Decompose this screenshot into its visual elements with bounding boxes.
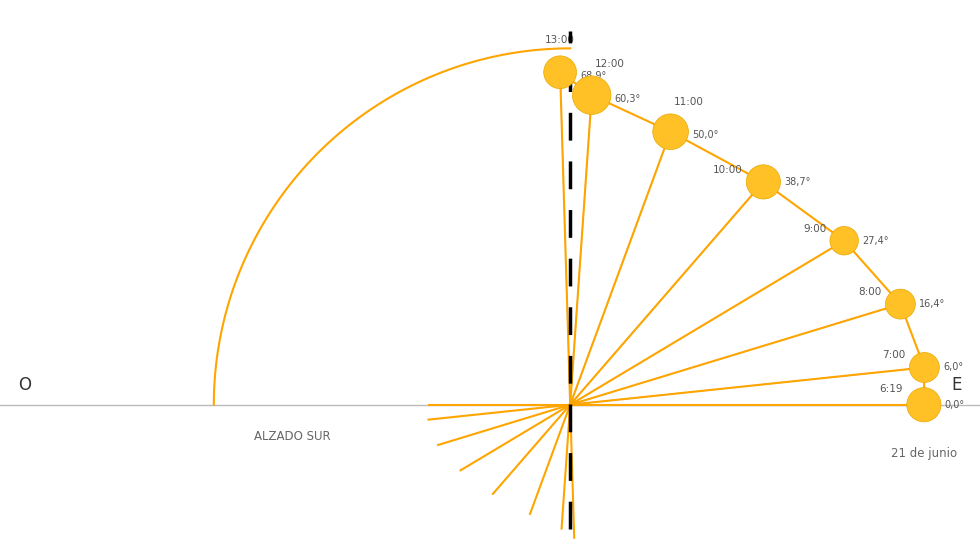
- Circle shape: [906, 388, 941, 422]
- Text: 7:00: 7:00: [883, 351, 906, 360]
- Circle shape: [830, 226, 858, 255]
- Circle shape: [747, 165, 780, 199]
- Text: 16,4°: 16,4°: [919, 299, 945, 309]
- Circle shape: [544, 56, 576, 88]
- Text: 11:00: 11:00: [674, 97, 704, 107]
- Text: 8:00: 8:00: [858, 287, 882, 297]
- Circle shape: [909, 352, 940, 382]
- Text: O: O: [18, 376, 30, 394]
- Text: 13:00: 13:00: [545, 35, 575, 45]
- Text: 6:19: 6:19: [880, 384, 904, 394]
- Text: 10:00: 10:00: [713, 165, 743, 175]
- Circle shape: [572, 76, 611, 114]
- Text: 6,0°: 6,0°: [943, 362, 963, 372]
- Text: 9:00: 9:00: [804, 223, 826, 234]
- Text: 27,4°: 27,4°: [862, 236, 889, 246]
- Text: 21 de junio: 21 de junio: [891, 447, 956, 460]
- Text: 12:00: 12:00: [595, 59, 625, 69]
- Text: 68,9°: 68,9°: [580, 71, 607, 81]
- Text: ALZADO SUR: ALZADO SUR: [254, 430, 330, 442]
- Text: 0,0°: 0,0°: [945, 400, 964, 410]
- Text: 60,3°: 60,3°: [614, 94, 641, 104]
- Circle shape: [886, 289, 915, 319]
- Text: 38,7°: 38,7°: [784, 177, 810, 187]
- Text: E: E: [952, 376, 962, 394]
- Circle shape: [653, 114, 688, 150]
- Text: 50,0°: 50,0°: [692, 130, 718, 141]
